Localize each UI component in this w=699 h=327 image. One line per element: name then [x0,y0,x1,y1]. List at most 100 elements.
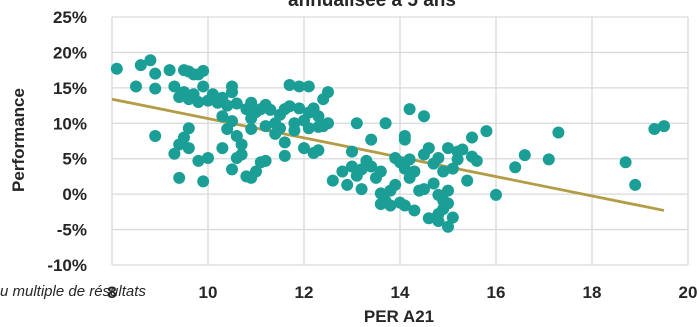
data-point [442,197,454,210]
y-axis-title: Performance [9,88,28,192]
data-point [192,154,205,167]
data-point [197,64,210,77]
data-point [197,175,210,188]
data-point [110,62,123,75]
data-point [461,174,474,187]
x-tick-label: 10 [199,283,218,302]
data-point [437,165,450,178]
footnote: u multiple de résultats [0,283,146,300]
trendline-layer [111,97,665,212]
data-point [384,199,397,212]
data-point [202,152,214,165]
y-tick-label: 15% [53,79,87,98]
data-point [216,142,229,155]
data-point [408,204,421,217]
data-point [149,82,162,95]
data-point [312,110,325,123]
data-point [283,79,296,92]
data-point [326,174,339,187]
x-tick-label: 16 [487,283,506,302]
data-point [149,67,162,80]
data-point [274,122,286,135]
x-tick-labels: 8 10 12 14 16 18 20 [107,283,697,302]
data-point [379,117,392,130]
data-point [168,80,181,93]
data-point [134,59,147,72]
data-point [168,147,181,160]
x-tick-label: 8 [107,283,116,302]
data-point [403,103,416,116]
data-point [629,178,642,191]
data-point [648,122,661,135]
data-point [288,124,301,137]
data-point [130,80,142,93]
data-point [235,138,248,151]
data-point [350,117,363,130]
data-point [278,136,291,149]
data-point [163,64,176,77]
data-point [178,131,190,144]
data-point [466,131,478,144]
data-point [446,162,459,175]
data-point [264,103,277,116]
x-tick-label: 18 [583,283,602,302]
data-point [451,153,464,166]
data-point [619,156,632,169]
chart-title: annualisée à 5 ans [288,0,456,11]
data-point [442,184,454,197]
data-point [346,160,358,173]
data-points [110,54,670,233]
data-point [480,125,493,138]
data-point [341,178,354,191]
data-point [302,80,315,93]
data-point [221,99,234,112]
data-point [298,142,310,155]
data-point [442,142,454,155]
data-point [432,215,445,228]
data-point [245,122,258,135]
data-point [355,183,368,196]
data-point [374,165,387,178]
x-tick-label: 14 [391,283,410,302]
data-point [283,100,296,113]
trendline [111,97,665,212]
data-point [259,154,272,167]
data-point [322,117,334,130]
y-tick-labels: -10% -5% 0% 5% 10% 15% 20% 25% [47,8,87,275]
data-point [418,110,430,123]
data-point [226,115,238,128]
data-point [144,54,157,67]
y-tick-label: 25% [53,8,87,27]
y-tick-label: 0% [62,185,87,204]
data-point [182,122,195,135]
data-point [427,177,440,190]
data-point [408,165,421,178]
data-point [542,153,555,166]
data-point [398,199,411,212]
data-point [432,152,445,165]
data-point [442,220,454,233]
y-tick-label: 5% [62,150,87,169]
data-point [470,154,483,167]
data-point [490,188,502,201]
data-point [197,80,210,93]
data-point [322,86,334,99]
y-tick-label: -5% [57,221,87,240]
data-point [312,144,325,157]
data-point [293,102,306,115]
data-point [365,160,378,173]
data-point [173,171,186,184]
data-point [250,165,262,178]
data-point [658,120,670,133]
data-point [509,161,522,174]
data-point [182,142,195,155]
x-tick-label: 20 [679,283,698,302]
data-point [446,211,459,224]
y-tick-label: 10% [53,114,87,133]
x-axis-title: PER A21 [364,307,434,326]
data-point [216,110,229,123]
data-point [278,149,291,162]
data-point [293,80,306,93]
data-point [226,86,238,99]
